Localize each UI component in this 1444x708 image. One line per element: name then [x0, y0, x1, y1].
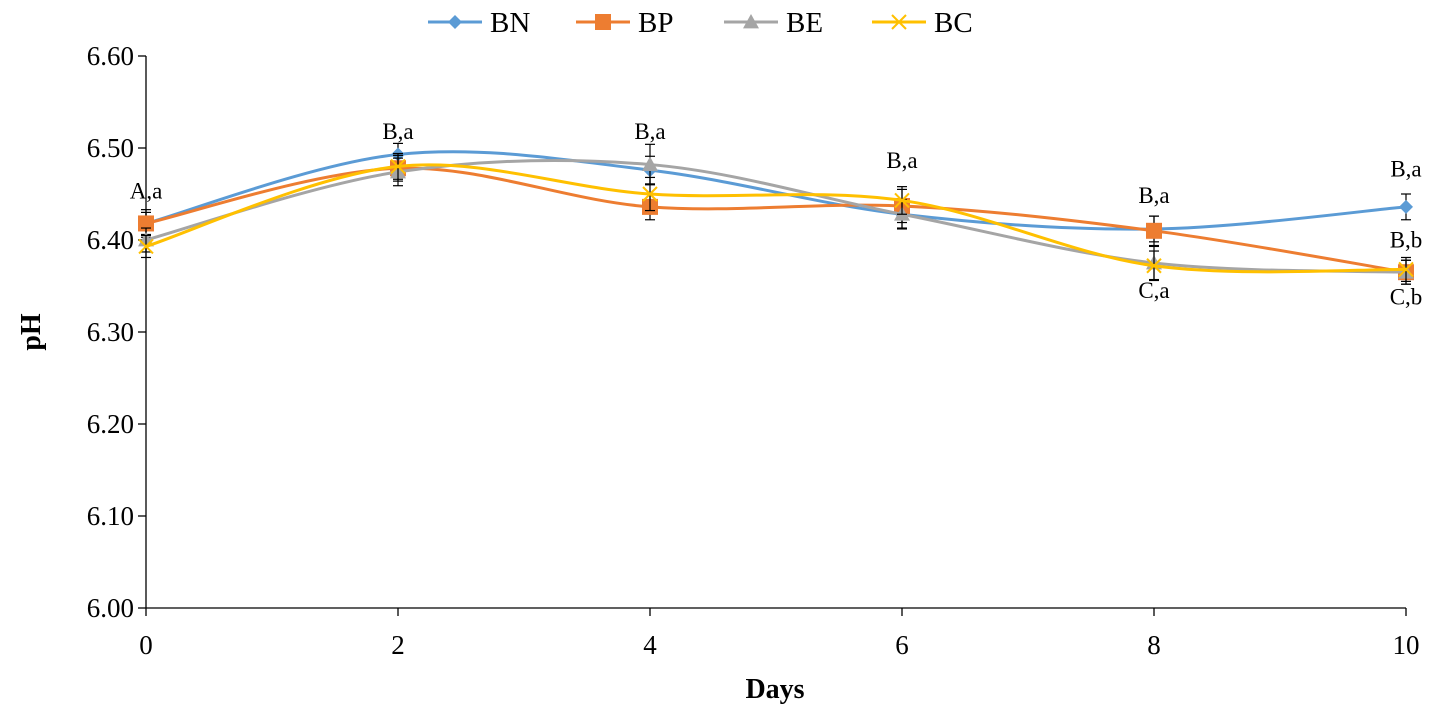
significance-label: C,a: [1138, 278, 1169, 303]
series-be: [138, 143, 1414, 285]
series-bc: [138, 152, 1414, 282]
axes: 6.00 6.10 6.20 6.30 6.40 6.50 6.60 0 2 4 6 8 10: [87, 41, 1420, 660]
y-tick-label: 6.50: [87, 133, 134, 163]
significance-label: B,a: [382, 119, 413, 144]
legend-marker-bc: [891, 14, 907, 30]
series-layer: [138, 142, 1414, 285]
x-axis-title: Days: [745, 674, 804, 705]
x-tick-label: 0: [139, 630, 153, 660]
series-bp: [138, 154, 1414, 285]
legend-item-bn: BN: [428, 7, 530, 39]
y-tick-label: 6.40: [87, 225, 134, 255]
significance-label: B,b: [1390, 227, 1423, 252]
significance-label: B,a: [634, 119, 665, 144]
data-point-bc: [1398, 261, 1414, 278]
significance-label: B,a: [1138, 183, 1169, 208]
significance-label: B,a: [886, 148, 917, 173]
marker-stroke: [138, 238, 154, 255]
x-tick-label: 10: [1393, 630, 1420, 660]
y-tick-label: 6.10: [87, 501, 134, 531]
y-tick-label: 6.00: [87, 593, 134, 623]
series-line-be: [144, 158, 1408, 274]
significance-label: A,a: [130, 179, 163, 204]
data-point-bc: [894, 192, 910, 209]
y-axis-title: pH: [16, 313, 47, 351]
x-tick-label: 6: [895, 630, 909, 660]
data-point-bc: [642, 186, 658, 202]
y-tick-label: 6.30: [87, 317, 134, 347]
x-tick-label: 2: [391, 630, 405, 660]
y-tick-label: 6.20: [87, 409, 134, 439]
legend-label-bp: BP: [638, 7, 673, 39]
x-tick-label: 8: [1147, 630, 1161, 660]
data-point-be: [642, 156, 658, 171]
series-line-bc: [144, 163, 1408, 274]
data-point-bc: [1146, 258, 1162, 274]
legend-item-be: BE: [724, 7, 823, 39]
x-tick-label: 4: [643, 630, 657, 660]
series-line-bn: [144, 150, 1408, 231]
marker-stroke: [390, 158, 406, 175]
series-bn: [139, 142, 1413, 243]
legend-label-bc: BC: [934, 7, 973, 39]
marker-stroke: [1146, 258, 1162, 274]
legend-marker-bp: [595, 14, 611, 30]
annotation-layer: A,a B,a B,a B,a B,a B,a B,b C,a C,b: [130, 119, 1423, 310]
marker-stroke: [642, 186, 658, 202]
data-point-bc: [390, 158, 406, 175]
legend: BN BP BE BC: [428, 7, 973, 39]
legend-label-bn: BN: [490, 7, 530, 39]
marker-stroke: [1398, 261, 1414, 278]
legend-marker-be: [743, 14, 759, 29]
legend-item-bp: BP: [576, 7, 673, 39]
data-point-bn: [1399, 199, 1413, 214]
legend-item-bc: BC: [872, 7, 973, 39]
legend-marker-bn: [448, 15, 462, 29]
data-point-bc: [138, 238, 154, 255]
y-tick-label: 6.60: [87, 41, 134, 71]
significance-label: C,b: [1390, 284, 1423, 309]
significance-label: B,a: [1390, 157, 1421, 182]
marker-stroke: [894, 192, 910, 209]
data-point-bp: [1146, 222, 1162, 239]
legend-label-be: BE: [786, 7, 823, 39]
marker-stroke: [891, 14, 907, 30]
